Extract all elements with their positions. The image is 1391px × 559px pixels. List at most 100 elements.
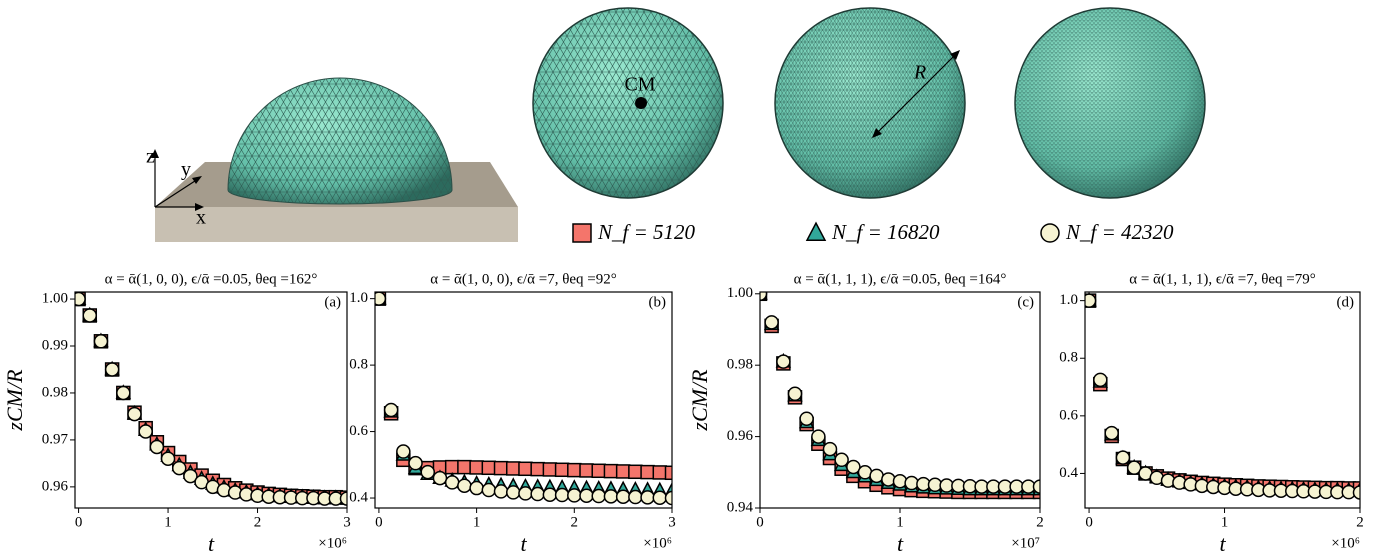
x-tick-label: 0 [756,514,764,530]
data-point [1352,485,1360,500]
panel-label: (b) [649,294,667,310]
data-point [160,451,176,466]
data-point [787,386,803,402]
x-tick-label: 1 [1221,514,1229,530]
plot-area [1085,292,1360,500]
data-point [664,465,672,481]
data-point [457,459,472,475]
data-point [846,459,861,475]
sphere-medium: R [774,7,966,199]
y-tick-label: 0.98 [42,384,68,400]
cm-label: CM [624,74,655,96]
data-point [1093,372,1108,388]
x-multiplier: ×10⁶ [318,535,347,551]
x-tick-label: 3 [668,514,676,530]
panel-label: (d) [1337,294,1355,310]
axis-label-x: x [196,207,206,229]
data-point [493,460,509,476]
chart-title: α = ᾱ(1, 0, 0), ϵ/ᾱ =0.05, θeq =162° [105,271,318,287]
data-point [1115,450,1131,465]
data-point [530,486,545,502]
legend-label: N_f = 16820 [831,220,940,244]
panel-label: (c) [1017,294,1034,310]
x-tick-label: 0 [375,514,383,530]
data-point [1126,460,1142,475]
data-point [518,486,533,501]
data-point [1085,293,1097,308]
legend-marker [1040,223,1060,243]
x-tick-label: 1 [164,514,172,530]
data-point [811,429,826,444]
plot-area [375,292,672,506]
y-tick-label: 0.98 [727,357,753,373]
x-axis-label: t [897,531,904,556]
data-point [444,459,460,475]
data-point [104,362,120,377]
y-tick-label: 0.96 [727,428,754,444]
data-point [82,308,98,323]
data-point [628,489,643,505]
y-tick-label: 0.4 [1059,465,1078,481]
x-tick-label: 1 [896,514,904,530]
y-tick-label: 0.6 [349,423,368,439]
data-point [493,484,509,499]
y-tick-label: 0.8 [349,357,368,373]
data-point [652,490,668,505]
x-tick-label: 3 [343,514,351,530]
x-multiplier: ×10⁷ [1011,535,1040,551]
x-multiplier: ×10⁶ [1331,535,1360,551]
data-point [615,464,631,479]
data-point [1104,425,1119,441]
y-tick-label: 1.00 [42,290,68,306]
data-point [183,468,198,484]
chart-title: α = ᾱ(1, 1, 1), ϵ/ᾱ =7, θeq =79° [1129,271,1316,287]
data-point [518,461,533,477]
axis-label-z: z [146,146,155,168]
data-point [469,460,484,475]
y-axis-label: zCM/R [2,369,27,432]
x-axis-label: t [1219,531,1226,556]
data-point [383,402,399,418]
data-point [420,464,436,480]
legend-label: N_f = 42320 [1065,220,1174,244]
data-point [481,460,497,476]
data-point [628,464,643,480]
y-tick-label: 1.0 [1059,292,1078,308]
legend-marker [805,221,827,241]
data-point [615,489,631,504]
data-point [652,465,668,480]
axis-label-y: y [181,159,191,181]
y-tick-label: 0.96 [42,478,69,494]
x-tick-label: 0 [75,514,83,530]
x-axis-label: t [520,531,527,556]
data-point [469,480,484,496]
data-point [881,472,896,487]
x-tick-label: 1 [473,514,481,530]
data-point [1032,479,1040,494]
data-point [904,475,919,491]
x-tick-label: 2 [1356,514,1364,530]
y-tick-label: 0.94 [727,499,754,515]
data-point [567,488,582,503]
data-point [764,315,779,330]
y-tick-label: 0.99 [42,337,68,353]
data-point [640,464,655,480]
x-multiplier: ×10⁶ [643,535,672,551]
data-point [892,473,908,489]
y-tick-label: 1.00 [727,285,753,301]
data-point [869,468,884,484]
radius-label: R [913,62,926,84]
data-point [542,462,558,477]
data-point [822,441,838,457]
data-point [640,490,655,505]
y-tick-label: 1.0 [349,290,368,306]
data-point [542,487,558,502]
sphere-fine [1014,7,1206,199]
data-point [444,475,460,490]
chart-title: α = ᾱ(1, 1, 1), ϵ/ᾱ =0.05, θeq =164° [794,271,1007,287]
data-point [93,334,109,349]
data-point [505,485,521,500]
data-point [834,452,849,468]
x-tick-label: 2 [254,514,262,530]
